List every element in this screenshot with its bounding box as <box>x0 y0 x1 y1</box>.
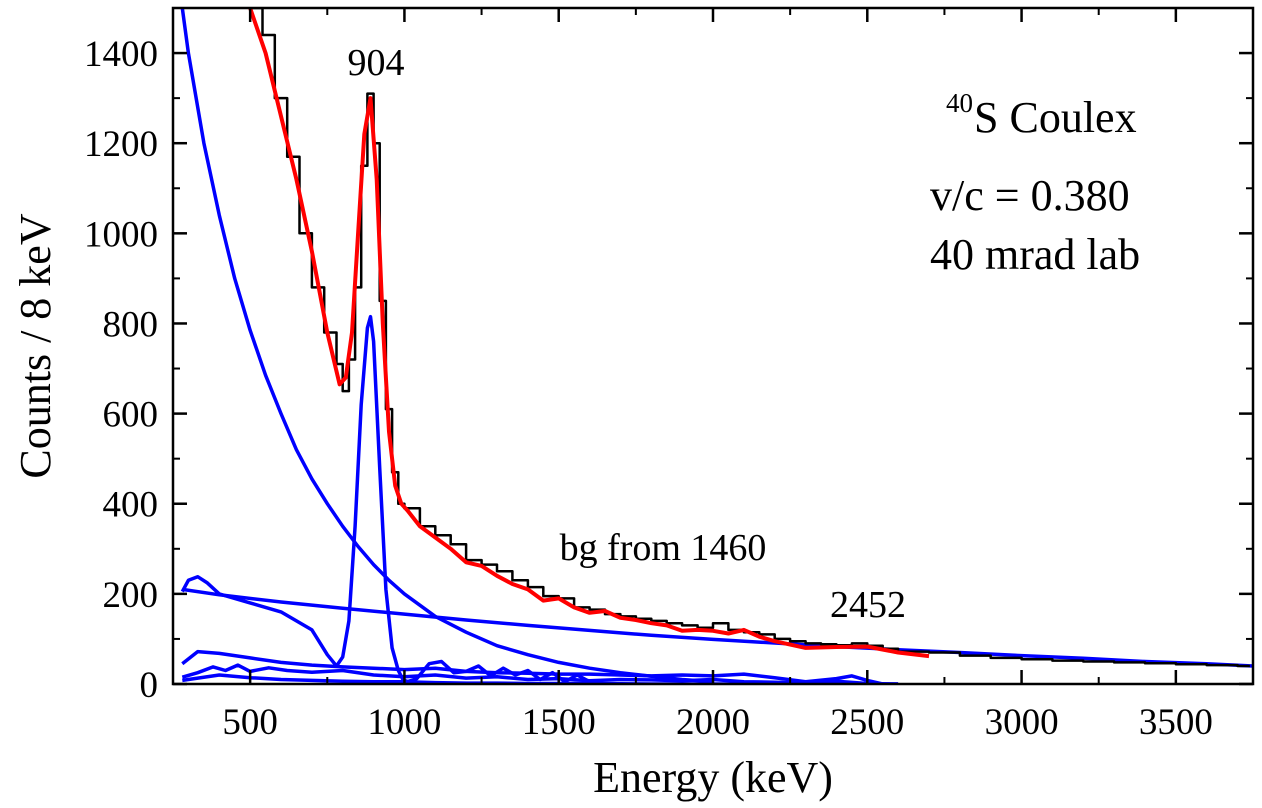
title-superscript: 40 <box>946 88 973 118</box>
x-tick-label: 2500 <box>830 702 904 743</box>
y-tick-label: 600 <box>103 395 159 436</box>
y-tick-label: 200 <box>103 575 159 616</box>
series-bg-from-1460 <box>182 587 1253 668</box>
x-tick-label: 2000 <box>676 702 750 743</box>
y-axis-label: Counts / 8 keV <box>11 213 60 478</box>
x-tick-label: 3500 <box>1139 702 1213 743</box>
y-tick-label: 0 <box>140 665 159 706</box>
angle-label: 40 mrad lab <box>930 230 1140 279</box>
x-tick-label: 500 <box>222 702 278 743</box>
y-tick-label: 1200 <box>84 124 158 165</box>
y-tick-label: 1000 <box>84 214 158 255</box>
series-exponential-background <box>180 8 714 684</box>
x-tick-label: 1000 <box>367 702 441 743</box>
x-tick-label: 3000 <box>985 702 1059 743</box>
y-tick-label: 1400 <box>84 34 158 75</box>
annotation-peak-2452: 2452 <box>830 584 906 626</box>
series-2452-keV-response <box>181 649 884 684</box>
title-text: S Coulex <box>974 93 1137 142</box>
velocity-label: v/c = 0.380 <box>930 171 1130 220</box>
annotation-bg-label: bg from 1460 <box>560 527 767 569</box>
x-axis-label: Energy (keV) <box>593 753 833 802</box>
y-tick-label: 800 <box>103 304 159 345</box>
series-total-fit <box>248 8 930 659</box>
annotation-peak-904: 904 <box>348 42 405 84</box>
x-tick-label: 1500 <box>522 702 596 743</box>
ticks-layer: 500 1000 1500 2000 2500 3000 3500 0 200 400 600 800… <box>84 7 1254 743</box>
y-tick-label: 400 <box>103 485 159 526</box>
